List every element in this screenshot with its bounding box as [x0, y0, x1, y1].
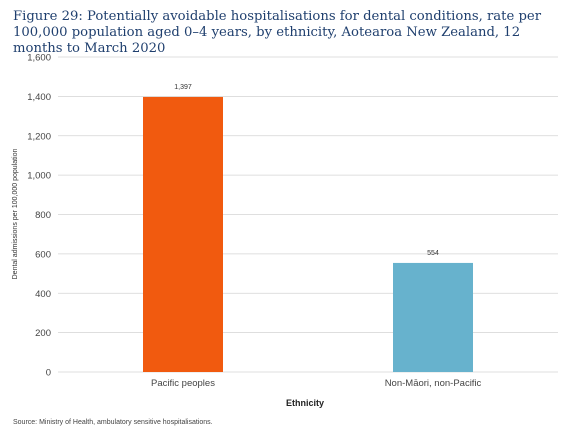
- y-tick-label: 800: [35, 210, 51, 221]
- y-tick-label: 600: [35, 249, 51, 260]
- y-axis-title: Dental admissions per 100,000 population: [12, 149, 19, 280]
- y-tick-label: 0: [46, 368, 51, 379]
- bar: [393, 262, 473, 372]
- y-axis-tick-labels: 0 200 400 600 800 1,000 1,200 1,400 1,600: [27, 53, 51, 379]
- grid-lines: [58, 56, 558, 373]
- x-tick-label: Non-Māori, non-Pacific: [385, 378, 482, 389]
- x-tick-label: Pacific peoples: [151, 378, 215, 389]
- figure-title: Figure 29: Potentially avoidable hospita…: [13, 9, 541, 56]
- y-tick-label: 1,200: [27, 131, 51, 142]
- y-tick-label: 400: [35, 289, 51, 300]
- bar-data-label: 554: [427, 250, 439, 257]
- y-tick-label: 200: [35, 328, 51, 339]
- x-axis-title: Ethnicity: [286, 398, 324, 408]
- bars: [143, 96, 473, 372]
- bar: [143, 96, 223, 372]
- x-axis-tick-labels: Pacific peoples Non-Māori, non-Pacific: [151, 378, 482, 389]
- y-tick-label: 1,000: [27, 171, 51, 182]
- data-labels: 1,397 554: [174, 84, 439, 257]
- y-tick-label: 1,400: [27, 92, 51, 103]
- bar-data-label: 1,397: [174, 84, 192, 91]
- y-tick-label: 1,600: [27, 53, 51, 64]
- source-note: Source: Ministry of Health, ambulatory s…: [13, 419, 213, 426]
